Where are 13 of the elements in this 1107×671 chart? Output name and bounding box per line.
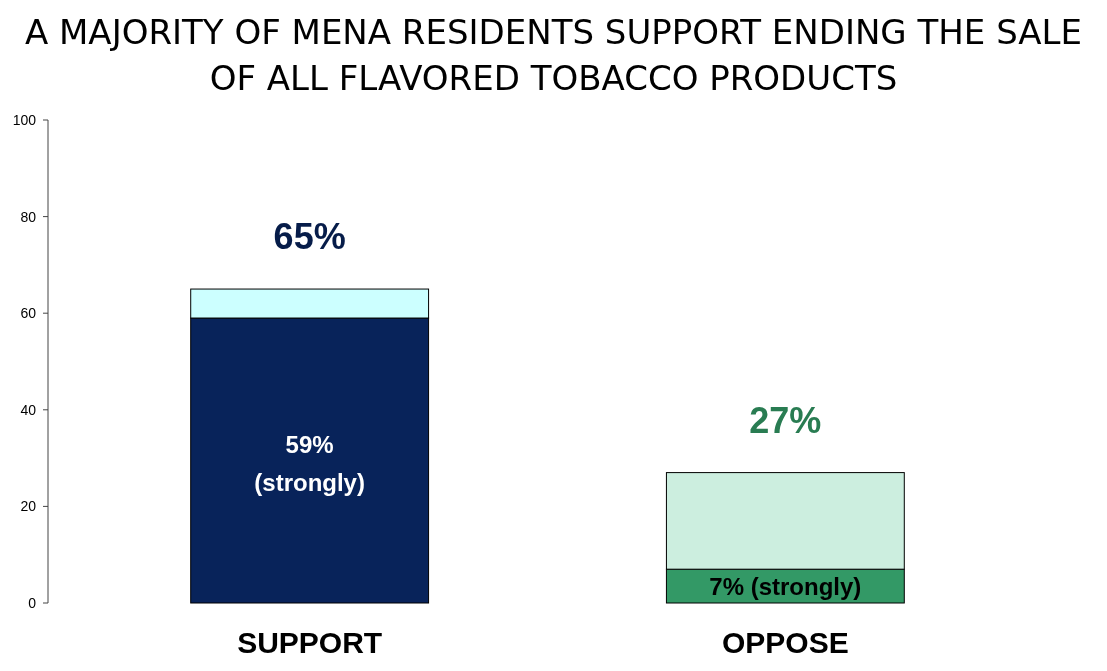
total-label: 65% xyxy=(273,216,346,258)
x-tick-label: OPPOSE xyxy=(722,626,849,659)
y-tick-label: 0 xyxy=(28,595,37,611)
y-tick-label: 20 xyxy=(20,498,37,515)
data-label: 7% (strongly) xyxy=(709,572,862,600)
y-tick-label: 60 xyxy=(20,305,37,322)
y-tick-label: 40 xyxy=(20,401,37,418)
y-tick-label: 80 xyxy=(20,208,37,225)
y-tick-label: 100 xyxy=(12,112,37,128)
x-tick-label: SUPPORT xyxy=(237,626,383,659)
chart-title: A MAJORITY OF MENA RESIDENTS SUPPORT ENDING THE SALE OF ALL FLAVORED TOBACCO PRODUCTS xyxy=(24,12,1083,98)
data-label: 59% (strongly) xyxy=(254,430,365,496)
total-label: 27% xyxy=(749,399,822,441)
